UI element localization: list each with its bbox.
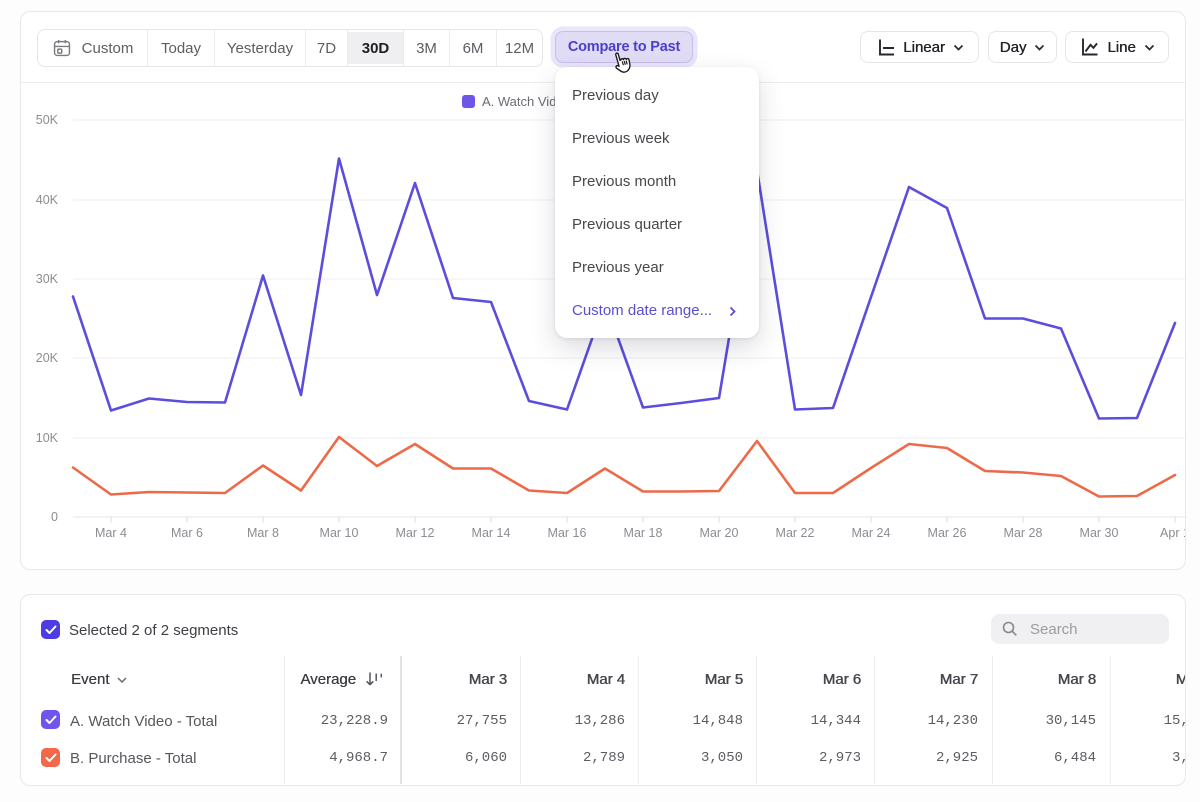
svg-text:Mar 10: Mar 10 (320, 526, 359, 540)
svg-text:Mar 18: Mar 18 (624, 526, 663, 540)
svg-text:Mar 12: Mar 12 (396, 526, 435, 540)
svg-text:10K: 10K (36, 431, 59, 445)
svg-text:Mar 20: Mar 20 (700, 526, 739, 540)
svg-text:Mar 16: Mar 16 (548, 526, 587, 540)
svg-text:Mar 26: Mar 26 (928, 526, 967, 540)
svg-text:0: 0 (51, 510, 58, 524)
svg-text:Mar 14: Mar 14 (472, 526, 511, 540)
svg-text:Mar 8: Mar 8 (247, 526, 279, 540)
svg-text:40K: 40K (36, 193, 59, 207)
svg-text:30K: 30K (36, 272, 59, 286)
svg-text:Mar 6: Mar 6 (171, 526, 203, 540)
svg-text:Mar 22: Mar 22 (776, 526, 815, 540)
svg-text:20K: 20K (36, 351, 59, 365)
svg-text:Mar 30: Mar 30 (1080, 526, 1119, 540)
svg-text:Mar 28: Mar 28 (1004, 526, 1043, 540)
svg-text:Mar 24: Mar 24 (852, 526, 891, 540)
svg-text:50K: 50K (36, 113, 59, 127)
svg-text:Apr 1: Apr 1 (1160, 526, 1186, 540)
svg-text:Mar 4: Mar 4 (95, 526, 127, 540)
